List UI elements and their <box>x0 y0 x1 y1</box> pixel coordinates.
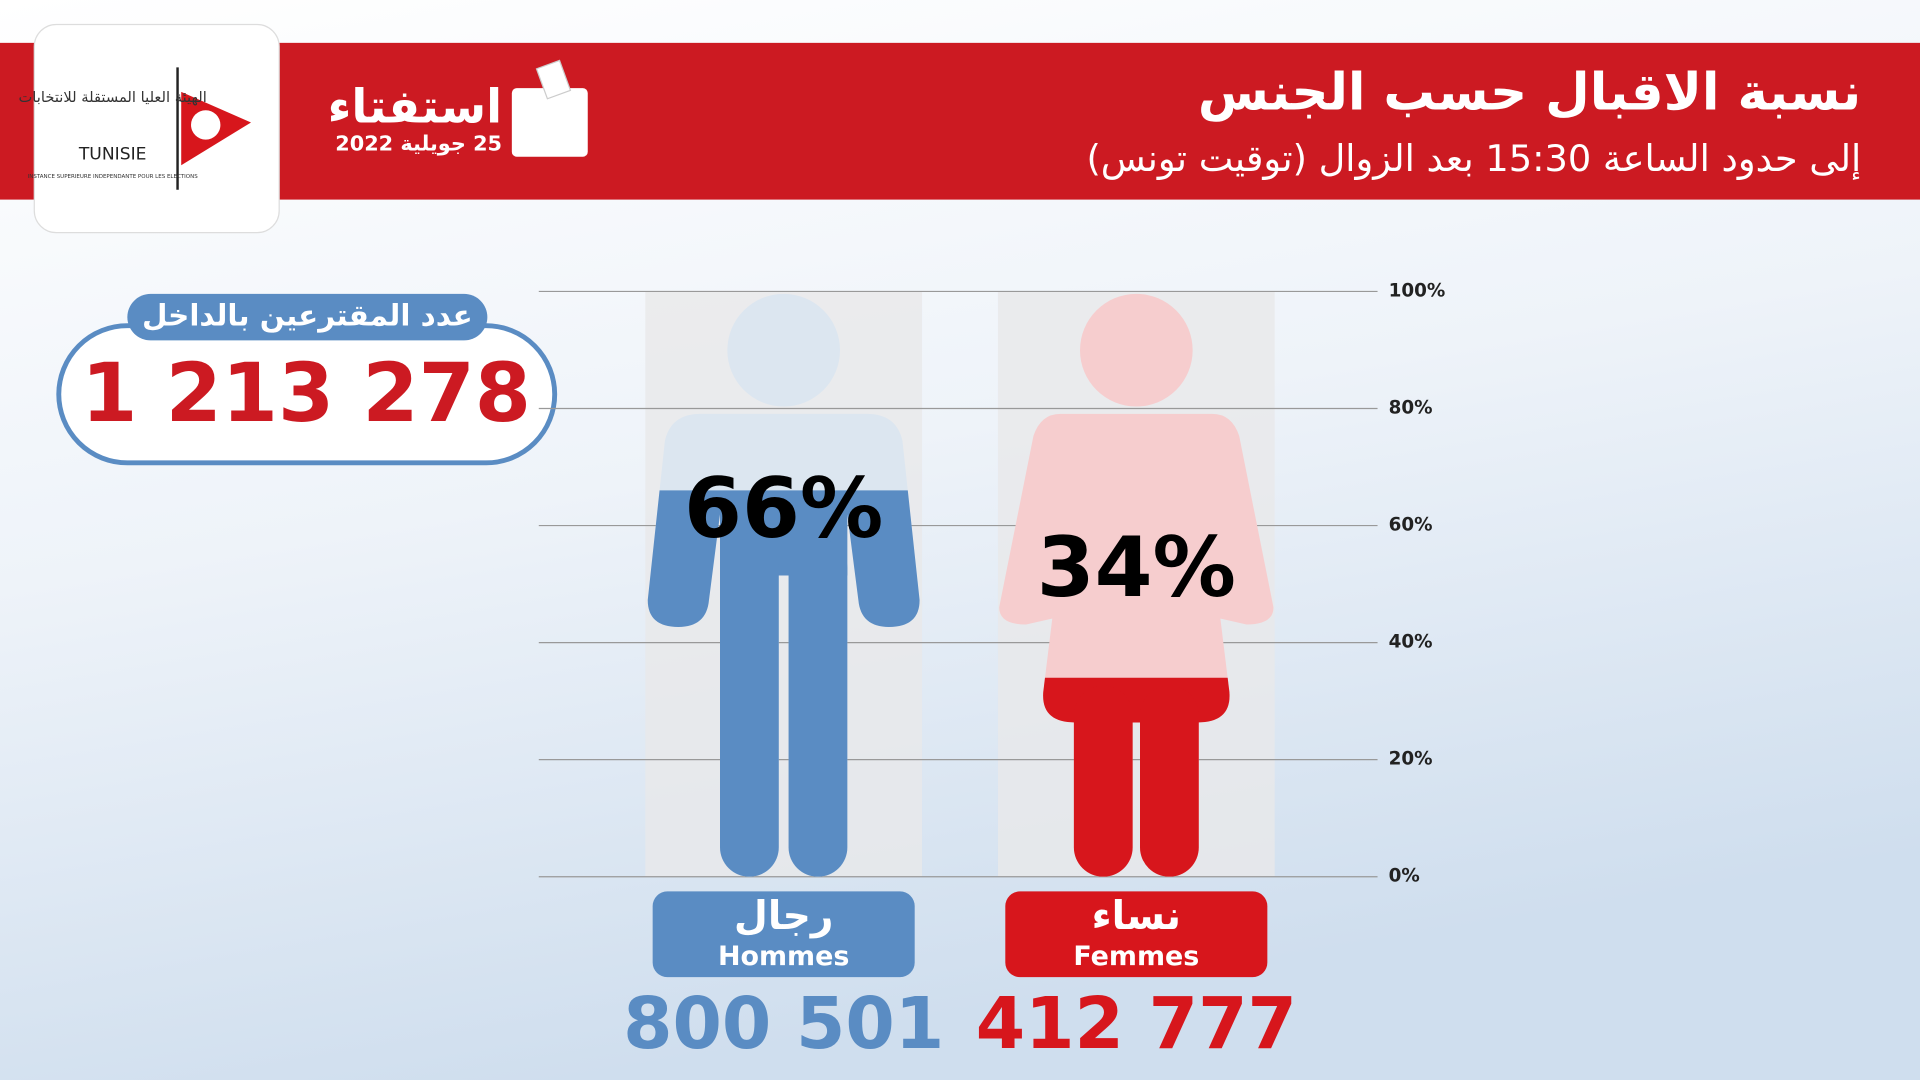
count-label: 800 501 <box>623 982 944 1065</box>
total-value: 1 213 278 <box>81 347 531 441</box>
event-date: 25 جويلية 2022 <box>335 131 502 155</box>
y-tick-label: 0% <box>1389 866 1420 887</box>
header-band <box>0 42 1920 200</box>
ballot-box <box>511 88 588 157</box>
torso <box>647 490 920 627</box>
subtitle: إلى حدود الساعة 15:30 بعد الزوال (توقيت … <box>1086 137 1861 180</box>
total-label: عدد المقترعين بالداخل <box>142 299 473 333</box>
leg <box>1073 685 1133 877</box>
value-label: 66% <box>684 460 883 557</box>
logo-org-fr: INSTANCE SUPERIEURE INDEPENDANTE POUR LE… <box>28 174 199 180</box>
leg <box>788 538 848 877</box>
value-label: 34% <box>1037 519 1236 616</box>
figure-fill <box>647 490 920 877</box>
category-label: نساء <box>1092 894 1181 939</box>
figure-fill <box>1043 677 1230 877</box>
title: نسبة الاقبال حسب الجنس <box>1198 63 1861 123</box>
y-tick-label: 100% <box>1389 280 1446 301</box>
category-label-fr: Hommes <box>718 941 849 972</box>
y-tick-label: 60% <box>1389 515 1433 536</box>
y-tick-label: 20% <box>1389 749 1433 770</box>
ballot-paper <box>535 59 572 100</box>
category-box <box>1005 891 1268 978</box>
event-name: استفتاء <box>328 80 502 134</box>
category-label: رجال <box>734 894 833 939</box>
bodice <box>999 413 1274 625</box>
logo-org-ar: الهيئة العليا المستقلة للانتخابات <box>18 89 206 106</box>
category-label-fr: Femmes <box>1073 941 1199 972</box>
category-box <box>652 891 915 978</box>
head <box>1080 293 1193 407</box>
head <box>727 293 840 407</box>
total-label-box <box>127 293 488 341</box>
count-label: 412 777 <box>976 982 1297 1065</box>
y-tick-label: 40% <box>1389 632 1433 653</box>
logo-flag-circle <box>191 110 221 140</box>
logo-card <box>33 23 280 234</box>
leg <box>720 538 779 877</box>
leg <box>1140 685 1199 877</box>
logo-org-short: TUNISIE <box>78 144 147 164</box>
y-tick-label: 80% <box>1389 397 1433 418</box>
